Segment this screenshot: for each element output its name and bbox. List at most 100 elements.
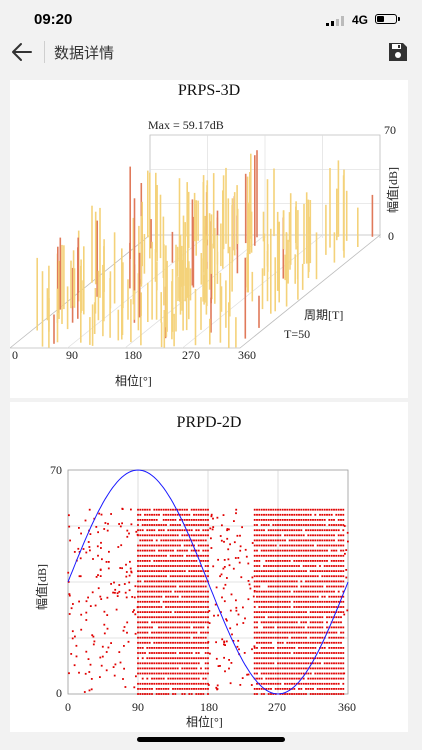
prpd-point	[230, 593, 233, 596]
prpd-point	[342, 647, 345, 649]
prpd-point	[165, 575, 167, 578]
prpd-point	[326, 544, 328, 547]
prpd-point	[176, 570, 179, 572]
prpd-point	[204, 508, 207, 511]
prpd-point	[295, 544, 298, 547]
prpd-point	[155, 611, 158, 613]
prpd-point	[277, 641, 279, 644]
prpd-point	[314, 641, 317, 644]
prpd-point	[337, 590, 340, 593]
prpd-point	[277, 534, 279, 537]
save-icon[interactable]	[387, 41, 409, 63]
prpd-point	[295, 534, 298, 537]
prpd-point	[197, 626, 200, 629]
prpd-point	[298, 600, 300, 603]
prpd-point	[186, 621, 188, 624]
prpd-point	[305, 524, 307, 526]
prpd-point	[302, 539, 305, 542]
prpd-point	[286, 616, 289, 619]
prpd-point	[281, 600, 284, 603]
prpd-point	[319, 688, 321, 690]
prpd-point	[195, 575, 198, 578]
prpd-point	[216, 684, 219, 687]
prpd-point	[305, 565, 307, 567]
prpd-point	[284, 616, 286, 619]
prpd-point	[302, 534, 305, 537]
prpd-point	[312, 519, 314, 521]
prpd-point	[167, 544, 170, 547]
prpd-point	[330, 652, 333, 654]
prpd-point	[207, 549, 209, 552]
prpd-point	[139, 611, 142, 613]
prpd-point	[200, 519, 202, 521]
prpd-point	[314, 570, 317, 572]
prpd-point	[139, 626, 142, 629]
prpd-point	[193, 641, 195, 644]
prpd-point	[160, 539, 163, 542]
prpd-point	[179, 621, 181, 624]
prpd-point	[101, 645, 104, 648]
prpd-point	[307, 641, 310, 644]
prpd-point	[298, 677, 300, 680]
prpd-point	[307, 519, 310, 521]
prpd-point	[186, 595, 188, 598]
prpd-point	[321, 529, 324, 532]
prpd-point	[274, 636, 277, 639]
prpd-point	[305, 549, 307, 552]
prpd-point	[298, 570, 300, 572]
prpd-point	[179, 544, 181, 547]
prpd-point	[220, 539, 223, 542]
prpd-point	[245, 555, 248, 558]
prpd-point	[340, 641, 342, 644]
prpd-point	[323, 677, 326, 680]
prpd-point	[160, 667, 163, 670]
prpd-point	[293, 585, 296, 588]
prpd-point	[162, 524, 165, 526]
prpd-point	[295, 524, 298, 526]
prpd-point	[316, 524, 319, 526]
prpd-point	[165, 524, 167, 526]
prpd-point	[258, 677, 261, 680]
prpd-point	[144, 616, 146, 619]
prpd-point	[316, 616, 319, 619]
prpd-point	[172, 662, 174, 665]
prpd-point	[137, 626, 139, 629]
prpd-point	[291, 508, 293, 511]
prpd-point	[328, 677, 331, 680]
prpd-point	[195, 631, 198, 634]
prpd-point	[197, 647, 200, 649]
prpd-point	[274, 585, 277, 588]
prpd-point	[321, 647, 324, 649]
prpd-point	[181, 621, 184, 624]
prpd-point	[335, 513, 338, 516]
prpd-point	[295, 611, 298, 613]
prpd-point	[155, 682, 158, 685]
prpd-point	[309, 641, 312, 644]
prpd-point	[335, 626, 338, 629]
prpd-point	[337, 626, 340, 629]
arrow-left-icon[interactable]	[10, 41, 34, 63]
prpd-point	[188, 611, 191, 613]
prpd-point	[172, 544, 174, 547]
prpd-point	[158, 570, 160, 572]
prpd-point	[295, 519, 298, 521]
prpd-point	[146, 631, 149, 634]
prpd-point	[167, 585, 170, 588]
prpd-point	[160, 652, 163, 654]
prpd-point	[126, 631, 128, 634]
prpd-point	[335, 652, 338, 654]
prpd-point	[167, 539, 170, 542]
prpd-point	[298, 575, 300, 578]
prpd-point	[200, 554, 202, 557]
prpd-point	[193, 606, 195, 608]
prpd-point	[342, 662, 345, 665]
prpd-point	[291, 667, 293, 670]
prpd-point	[172, 513, 174, 516]
prpd-point	[232, 567, 235, 570]
prpd-point	[137, 688, 139, 690]
prpd-point	[193, 544, 195, 547]
prpd-point	[328, 524, 331, 526]
prpd-point	[312, 529, 314, 532]
prpd-point	[316, 657, 319, 660]
prpd-point	[118, 523, 120, 525]
